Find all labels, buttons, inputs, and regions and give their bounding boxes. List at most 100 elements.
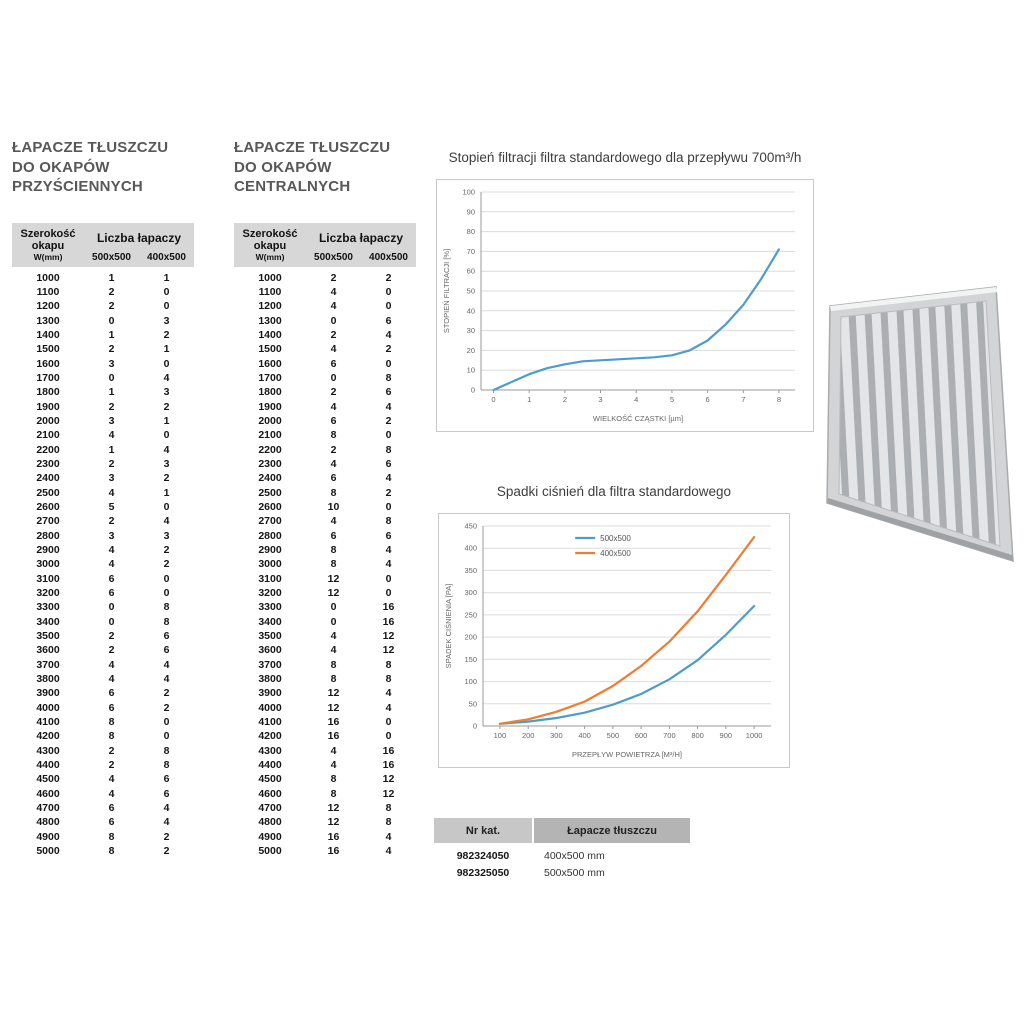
table-cell: 6 bbox=[330, 529, 337, 542]
table-cell: 3 bbox=[163, 314, 170, 327]
table-row: 2000 6 2 bbox=[234, 414, 416, 428]
header-label: okapu bbox=[31, 240, 65, 253]
table-cell: 2400 bbox=[36, 472, 60, 485]
table-cell: 2000 bbox=[258, 414, 282, 427]
table-cell: 2500 bbox=[36, 486, 60, 499]
svg-text:STOPIEŃ FILTRACJI [%]: STOPIEŃ FILTRACJI [%] bbox=[442, 249, 451, 333]
table-cell: 6 bbox=[108, 572, 115, 585]
table-cell: 2 bbox=[108, 286, 115, 299]
svg-text:50: 50 bbox=[469, 699, 477, 708]
table-row: 1600 3 0 bbox=[12, 357, 194, 371]
table-cell: 12 bbox=[382, 644, 395, 657]
table-row: 3000 4 2 bbox=[12, 557, 194, 571]
table-cell: 0 bbox=[163, 715, 170, 728]
table-cell: 4 bbox=[330, 515, 337, 528]
table-cell: 12 bbox=[327, 801, 340, 814]
svg-text:300: 300 bbox=[464, 588, 477, 597]
svg-text:350: 350 bbox=[464, 566, 477, 575]
table-cell: 8 bbox=[330, 773, 337, 786]
table-cell: 3600 bbox=[258, 644, 282, 657]
table-cell: 4 bbox=[330, 343, 337, 356]
table-cell: 3500 bbox=[36, 629, 60, 642]
table-cell: 2900 bbox=[258, 543, 282, 556]
table-cell: 4 bbox=[108, 773, 115, 786]
table-cell: 4500 bbox=[36, 773, 60, 786]
table-cell: 0 bbox=[385, 586, 392, 599]
table-cell: 1900 bbox=[258, 400, 282, 413]
header-label: Szerokość bbox=[20, 227, 76, 240]
wall-hoods-table: ŁAPACZE TŁUSZCZU DO OKAPÓW PRZYŚCIENNYCH… bbox=[12, 138, 194, 858]
table-cell: 2 bbox=[163, 701, 170, 714]
svg-text:150: 150 bbox=[464, 655, 477, 664]
size-500x500-header: 500x500 bbox=[92, 251, 131, 263]
svg-text:2: 2 bbox=[563, 395, 567, 404]
table-cell: 4 bbox=[163, 443, 170, 456]
svg-text:400x500: 400x500 bbox=[600, 549, 631, 558]
table-cell: 2300 bbox=[36, 457, 60, 470]
table-cell: 0 bbox=[163, 586, 170, 599]
svg-text:4: 4 bbox=[634, 395, 638, 404]
table-row: 3800 4 4 bbox=[12, 672, 194, 686]
svg-text:7: 7 bbox=[741, 395, 745, 404]
table-cell: 16 bbox=[382, 601, 395, 614]
filtration-chart-title: Stopień filtracji filtra standardowego d… bbox=[448, 150, 802, 165]
table-cell: 12 bbox=[327, 816, 340, 829]
svg-text:50: 50 bbox=[467, 287, 475, 296]
size-400x500-header: 400x500 bbox=[369, 251, 408, 263]
table-cell: 2 bbox=[108, 515, 115, 528]
table-cell: 1100 bbox=[258, 286, 282, 299]
table-cell: 8 bbox=[330, 658, 337, 671]
table-cell: 6 bbox=[385, 386, 392, 399]
table-header: Szerokość okapu W(mm) Liczba łapaczy 500… bbox=[12, 222, 194, 267]
pressure-drop-chart: 0 50 100 150 200 250 300 350 400 450 100 200 300 400 5… bbox=[444, 522, 771, 759]
table-cell: 10 bbox=[327, 500, 340, 513]
table-row: 4700 12 8 bbox=[234, 801, 416, 815]
table-cell: 3000 bbox=[258, 558, 282, 571]
table-cell: 400x500 mm bbox=[544, 849, 605, 862]
table-cell: 4100 bbox=[36, 715, 60, 728]
table-row: 2500 4 1 bbox=[12, 485, 194, 499]
svg-text:800: 800 bbox=[691, 731, 704, 740]
table-cell: 3700 bbox=[36, 658, 60, 671]
table-cell: 4700 bbox=[258, 801, 282, 814]
table-cell: 8 bbox=[385, 816, 392, 829]
table-cell: 0 bbox=[385, 286, 392, 299]
grease-filter-drawing bbox=[826, 286, 1014, 563]
svg-text:400: 400 bbox=[578, 731, 591, 740]
table-cell: 1700 bbox=[36, 372, 60, 384]
table-cell: 2 bbox=[108, 644, 115, 657]
table-cell: 2 bbox=[108, 300, 115, 313]
catalog-table-header: Nr kat. Łapacze tłuszczu bbox=[434, 818, 690, 843]
table-cell: 3 bbox=[108, 529, 115, 542]
table-cell: 2700 bbox=[36, 515, 60, 528]
svg-text:0: 0 bbox=[471, 386, 475, 395]
table-cell: 2300 bbox=[258, 457, 282, 470]
svg-text:100: 100 bbox=[494, 731, 507, 740]
table-cell: 3 bbox=[163, 386, 170, 399]
table-cell: 4300 bbox=[258, 744, 282, 757]
table-cell: 4 bbox=[108, 543, 115, 556]
table-cell: 4400 bbox=[258, 758, 282, 771]
svg-text:8: 8 bbox=[777, 395, 781, 404]
table-row: 2900 4 2 bbox=[12, 543, 194, 557]
wall-table-title: ŁAPACZE TŁUSZCZU DO OKAPÓW PRZYŚCIENNYCH bbox=[12, 138, 194, 197]
table-cell: 4 bbox=[385, 687, 392, 700]
size-400x500-header: 400x500 bbox=[147, 251, 186, 263]
table-row: 2400 6 4 bbox=[234, 471, 416, 485]
table-cell: 4 bbox=[385, 844, 392, 857]
title-line: ŁAPACZE TŁUSZCZU bbox=[234, 139, 391, 156]
table-cell: 4 bbox=[108, 672, 115, 685]
table-row: 1800 2 6 bbox=[234, 385, 416, 399]
header-label: Szerokość bbox=[242, 227, 298, 240]
filtration-chart-block: Stopień filtracji filtra standardowego d… bbox=[436, 150, 814, 432]
table-cell: 1900 bbox=[36, 400, 60, 413]
table-row: 3100 6 0 bbox=[12, 571, 194, 585]
table-cell: 4 bbox=[108, 429, 115, 442]
table-cell: 4 bbox=[385, 329, 392, 342]
trap-count-column-header: Liczba łapaczy 500x500 400x500 bbox=[306, 228, 416, 263]
svg-text:80: 80 bbox=[467, 227, 475, 236]
table-row: 1800 1 3 bbox=[12, 385, 194, 399]
table-cell: 6 bbox=[163, 644, 170, 657]
svg-text:3: 3 bbox=[598, 395, 602, 404]
size-subheaders: 500x500 400x500 bbox=[84, 252, 194, 263]
